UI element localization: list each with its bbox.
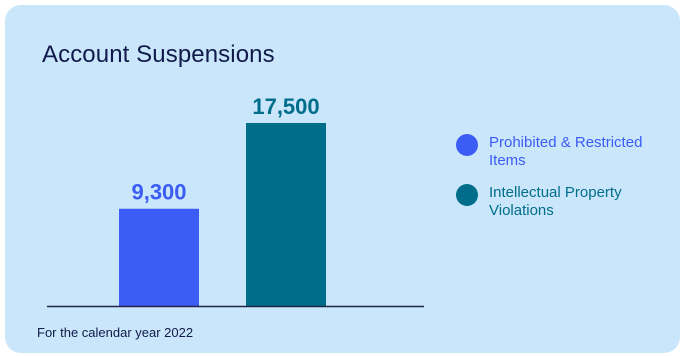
value-label-prohibited: 9,300	[131, 180, 186, 205]
bar-chart: 9,300 17,500	[47, 94, 424, 308]
legend: Prohibited & Restricted Items Intellectu…	[456, 134, 666, 234]
value-label-intellectual-property: 17,500	[252, 94, 319, 119]
legend-swatch-intellectual-property	[456, 184, 478, 206]
bar-prohibited	[119, 208, 199, 306]
legend-label-intellectual-property: Intellectual Property Violations	[489, 184, 622, 219]
legend-item-prohibited: Prohibited & Restricted Items	[456, 134, 666, 170]
footnote: For the calendar year 2022	[37, 325, 194, 340]
legend-label-prohibited: Prohibited & Restricted Items	[489, 134, 643, 169]
legend-item-intellectual-property: Intellectual Property Violations	[456, 184, 666, 220]
bars-group: 9,300 17,500	[119, 94, 326, 306]
legend-swatch-prohibited	[456, 134, 478, 156]
chart-title: Account Suspensions	[42, 41, 275, 68]
chart-card: Account Suspensions 9,300 17,500 Prohibit…	[5, 5, 680, 353]
bar-intellectual-property	[246, 123, 326, 306]
